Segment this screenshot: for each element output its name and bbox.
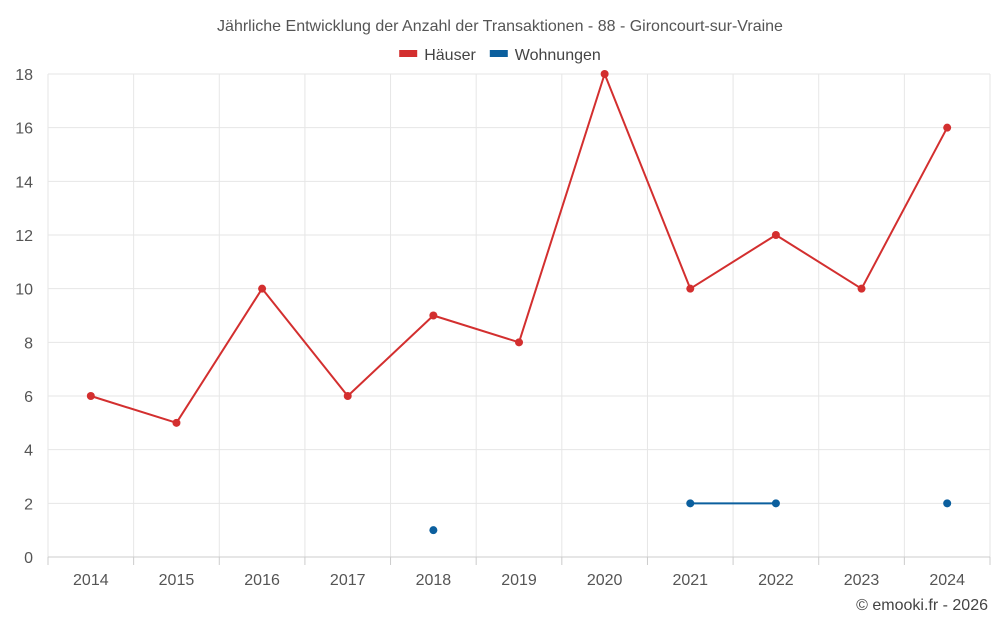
- legend-item[interactable]: Häuser: [399, 47, 476, 64]
- data-point[interactable]: [86, 392, 95, 400]
- legend-label: Häuser: [424, 47, 476, 64]
- grid: [47, 73, 991, 557]
- credit-text: © emooki.fr - 2026: [856, 597, 988, 614]
- x-tick-label: 2022: [758, 572, 794, 589]
- x-axis: 2014 2015 2016 2017 2018 2019 2020 2021 2022 2023…: [47, 556, 991, 589]
- y-tick-label: 4: [24, 443, 33, 460]
- y-tick-label: 14: [15, 174, 33, 191]
- data-point[interactable]: [600, 70, 609, 78]
- x-tick-label: 2018: [416, 572, 452, 589]
- y-tick-label: 6: [24, 389, 33, 406]
- data-point[interactable]: [258, 284, 267, 293]
- data-point[interactable]: [771, 231, 780, 239]
- data-point[interactable]: [943, 123, 952, 132]
- data-point[interactable]: [943, 499, 952, 508]
- y-tick-label: 18: [15, 67, 33, 84]
- x-tick-label: 2017: [330, 572, 366, 589]
- x-tick-label: 2019: [501, 572, 537, 589]
- y-tick-label: 2: [24, 496, 33, 513]
- data-point[interactable]: [515, 338, 523, 347]
- y-axis: 0 2 4 6 8 10 12 14 16 18: [15, 67, 33, 567]
- legend-label: Wohnungen: [515, 47, 601, 64]
- series-1: [86, 70, 952, 427]
- series-2: [429, 499, 952, 535]
- legend: Häuser Wohnungen: [399, 47, 601, 64]
- x-tick-label: 2015: [159, 572, 195, 589]
- x-tick-label: 2021: [672, 572, 708, 589]
- data-point[interactable]: [857, 284, 866, 293]
- y-tick-label: 0: [24, 550, 33, 567]
- y-tick-label: 12: [15, 228, 33, 245]
- x-tick-label: 2016: [244, 572, 280, 589]
- y-tick-label: 10: [15, 282, 33, 299]
- legend-swatch: [489, 50, 508, 57]
- legend-item[interactable]: Wohnungen: [489, 47, 601, 64]
- data-point[interactable]: [771, 499, 780, 508]
- data-point[interactable]: [172, 418, 181, 427]
- y-tick-label: 16: [15, 121, 33, 138]
- data-point[interactable]: [686, 284, 695, 293]
- x-tick-label: 2020: [587, 572, 623, 589]
- data-point[interactable]: [429, 311, 438, 320]
- data-point[interactable]: [686, 499, 695, 508]
- x-tick-label: 2023: [844, 572, 880, 589]
- data-point[interactable]: [343, 392, 352, 400]
- data-point[interactable]: [429, 526, 438, 535]
- x-tick-label: 2024: [929, 572, 965, 589]
- legend-swatch: [399, 50, 418, 57]
- chart-title: Jährliche Entwicklung der Anzahl der Tra…: [217, 18, 783, 35]
- x-tick-label: 2014: [73, 572, 109, 589]
- series-layer: [86, 70, 952, 535]
- y-tick-label: 8: [24, 335, 33, 352]
